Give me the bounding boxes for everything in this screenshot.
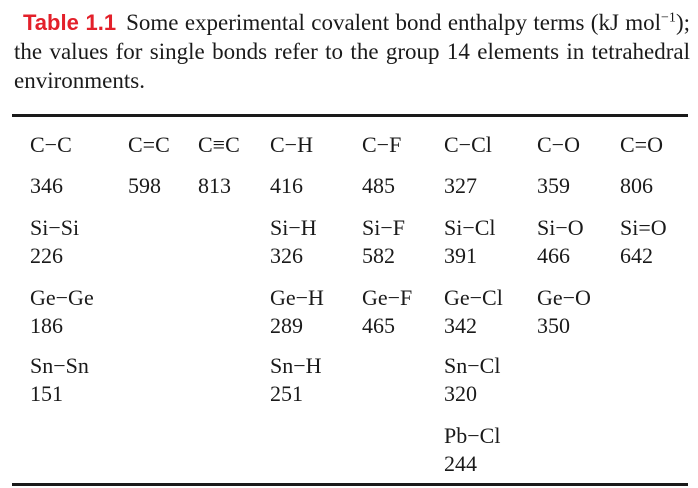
bond-label: C≡C [198, 132, 240, 157]
table-label: Table 1.1 [23, 10, 117, 35]
bond-label: Ge−O [537, 285, 591, 310]
bond-label: Si−Cl [444, 215, 496, 240]
bond-label: Ge−Cl [444, 285, 503, 310]
bond-label: Pb−Cl [444, 423, 501, 448]
bottom-rule [12, 483, 688, 486]
bond-label: C−Cl [444, 132, 492, 157]
bond-enthalpy-value: 226 [30, 243, 63, 268]
bond-enthalpy-value: 346 [30, 173, 63, 198]
bond-label: C−C [30, 132, 72, 157]
bond-enthalpy-value: 485 [362, 173, 395, 198]
table-caption: Table 1.1 Some experimental covalent bond… [14, 8, 690, 95]
bond-label: Si−O [537, 215, 584, 240]
bond-label: Sn−Sn [30, 353, 89, 378]
bond-label: Si−Si [30, 215, 80, 240]
bond-label: Ge−H [270, 285, 324, 310]
bond-label: Ge−F [362, 285, 413, 310]
bond-label: C−O [537, 132, 580, 157]
bond-enthalpy-value: 326 [270, 243, 303, 268]
caption-superscript: −1 [661, 10, 676, 26]
bond-enthalpy-value: 642 [620, 243, 653, 268]
caption-text-end: ); the values for single bonds refer to … [14, 10, 690, 93]
bond-enthalpy-value: 244 [444, 451, 477, 476]
bond-enthalpy-value: 466 [537, 243, 570, 268]
bond-enthalpy-value: 289 [270, 313, 303, 338]
bond-label: Si−H [270, 215, 317, 240]
bond-enthalpy-value: 320 [444, 381, 477, 406]
bond-enthalpy-value: 416 [270, 173, 303, 198]
bond-label: C−H [270, 132, 313, 157]
bond-enthalpy-value: 391 [444, 243, 477, 268]
caption-text: Some experimental covalent bond enthalpy… [126, 10, 662, 35]
bond-enthalpy-value: 186 [30, 313, 63, 338]
bond-enthalpy-value: 350 [537, 313, 570, 338]
top-rule [12, 114, 688, 117]
bond-label: C−F [362, 132, 402, 157]
bond-enthalpy-value: 465 [362, 313, 395, 338]
bond-enthalpy-value: 813 [198, 173, 231, 198]
bond-label: Si−F [362, 215, 405, 240]
bond-enthalpy-value: 342 [444, 313, 477, 338]
bond-enthalpy-value: 582 [362, 243, 395, 268]
bond-label: C=O [620, 132, 663, 157]
bond-label: Ge−Ge [30, 285, 94, 310]
bond-label: Sn−H [270, 353, 322, 378]
bond-enthalpy-value: 806 [620, 173, 653, 198]
bond-enthalpy-value: 251 [270, 381, 303, 406]
bond-enthalpy-value: 598 [128, 173, 161, 198]
bond-label: C=C [128, 132, 170, 157]
bond-enthalpy-value: 327 [444, 173, 477, 198]
bond-enthalpy-value: 151 [30, 381, 63, 406]
bond-label: Sn−Cl [444, 353, 501, 378]
bond-enthalpy-value: 359 [537, 173, 570, 198]
bond-label: Si=O [620, 215, 667, 240]
